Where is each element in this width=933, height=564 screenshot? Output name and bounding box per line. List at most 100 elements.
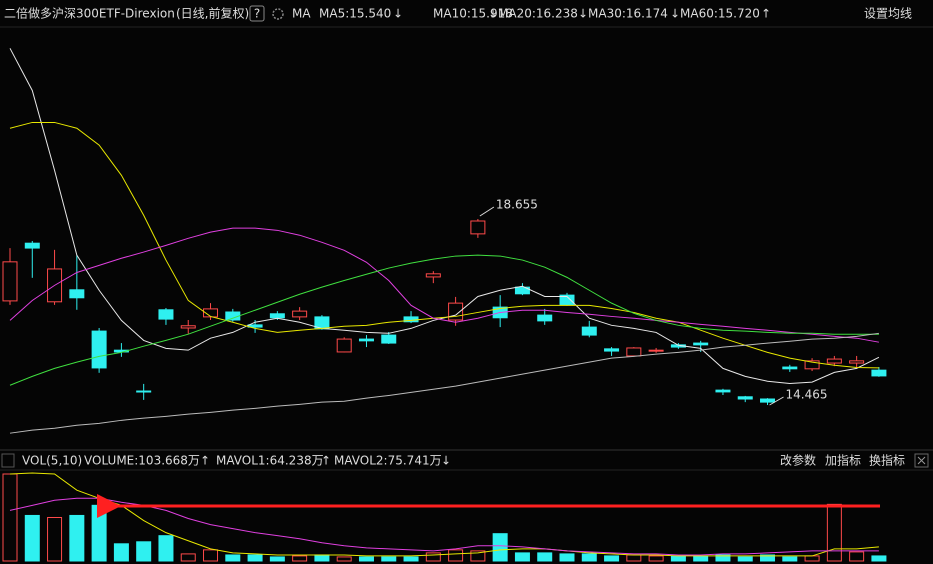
candle-body [336, 338, 352, 353]
volume-bar [180, 553, 196, 562]
candle-body [693, 342, 709, 346]
volume-trend: ↑ [200, 454, 210, 468]
stock-title: 二倍做多沪深300ETF-Direxion [4, 6, 175, 21]
ma-label: MA [292, 7, 311, 21]
mavol-line [9, 472, 879, 557]
volume-bar [492, 533, 508, 562]
volume-bar [737, 556, 753, 562]
ma-legend: MA60:15.720 [680, 7, 760, 21]
candle-body [648, 349, 664, 352]
volume-bar [804, 555, 820, 562]
close-icon[interactable] [917, 456, 926, 465]
volume-bar [448, 549, 464, 562]
candle-body [514, 286, 530, 295]
volume-bar [626, 554, 642, 562]
candle-body [2, 261, 18, 302]
help-button[interactable] [249, 5, 265, 22]
ma-legend: MA5:15.540 [319, 7, 391, 21]
mavol-trend: ↑ [321, 454, 331, 468]
volume-title: VOL(5,10) [22, 454, 82, 468]
volume-bar [670, 555, 686, 562]
volume-bar [514, 552, 530, 562]
toolbar-button[interactable]: 换指标 [869, 453, 905, 468]
volume-bar [826, 503, 842, 562]
volume-bar [91, 504, 107, 562]
close-button[interactable] [914, 453, 929, 468]
help-icon[interactable]: ? [254, 7, 260, 21]
volume-bar [425, 552, 441, 562]
mavol-line [9, 497, 879, 556]
candle-body [804, 360, 820, 370]
candle-body [425, 273, 441, 278]
ma-trend: ↓ [488, 7, 498, 21]
settings-button[interactable]: 设置均线 [864, 7, 912, 21]
ma-legend: MA30:16.174 [588, 7, 668, 21]
ma-trend: ↓ [393, 7, 403, 21]
candle-body [470, 220, 486, 235]
ma-legend: MA10:15.918 [433, 7, 513, 21]
volume-bar [203, 549, 219, 562]
ma-trend: ↓ [578, 7, 588, 21]
volume-bar [871, 555, 887, 562]
volume-bar [537, 552, 553, 562]
ma-trend: ↓ [670, 7, 680, 21]
mavol-legend: MAVOL2:75.741万 [334, 454, 442, 468]
high-annotation: 18.655 [496, 198, 538, 212]
volume-bar [314, 554, 330, 562]
volume-bar [24, 514, 40, 562]
volume-bar [693, 555, 709, 562]
ma-line [9, 121, 879, 369]
candle-body [358, 338, 374, 342]
candle-body [158, 309, 174, 320]
collapse-button[interactable] [1, 453, 15, 468]
volume-bar [2, 473, 18, 562]
candle-body [760, 398, 776, 403]
candle-body [24, 242, 40, 249]
candle-body [269, 313, 285, 319]
candle-body [136, 390, 152, 393]
volume-bar [47, 517, 63, 562]
ma-line [9, 227, 880, 343]
mavol-legend: MAVOL1:64.238万 [216, 454, 324, 468]
volume-bar [292, 555, 308, 562]
low-annotation: 14.465 [786, 388, 828, 402]
volume-bar [336, 556, 352, 562]
candle-body [737, 396, 753, 400]
candle-body [871, 369, 887, 377]
annotation-pointer [479, 206, 495, 217]
annotation-pointer [769, 396, 784, 406]
candle-body [537, 314, 553, 322]
toolbar-button[interactable]: 加指标 [825, 453, 861, 468]
volume-bar [269, 556, 285, 562]
volume-bar [849, 551, 865, 562]
candle-body [69, 289, 85, 299]
volume-bar [581, 553, 597, 562]
volume-bar [225, 554, 241, 562]
toolbar-button[interactable]: 改参数 [780, 453, 816, 468]
volume-bar [358, 556, 374, 562]
ma-line [9, 332, 879, 434]
ma-line [9, 254, 879, 386]
candle-body [826, 358, 842, 364]
candle-body [91, 330, 107, 369]
volume-bar [760, 554, 776, 562]
volume-bar [470, 550, 486, 562]
gear-icon[interactable] [272, 8, 284, 20]
volume-bar [381, 556, 397, 562]
volume-bar [559, 553, 575, 562]
volume-bar [136, 541, 152, 562]
candle-body [604, 348, 620, 352]
candle-body [292, 310, 308, 318]
candle-body [782, 366, 798, 370]
volume-legend: VOLUME:103.668万 [84, 454, 200, 468]
volume-bar [247, 554, 263, 562]
candle-body [849, 360, 865, 364]
volume-bar [715, 554, 731, 562]
candle-body [581, 326, 597, 336]
mavol-trend: ↓ [441, 454, 451, 468]
ma-legend: MA20:16.238 [498, 7, 578, 21]
volume-bar [113, 543, 129, 562]
